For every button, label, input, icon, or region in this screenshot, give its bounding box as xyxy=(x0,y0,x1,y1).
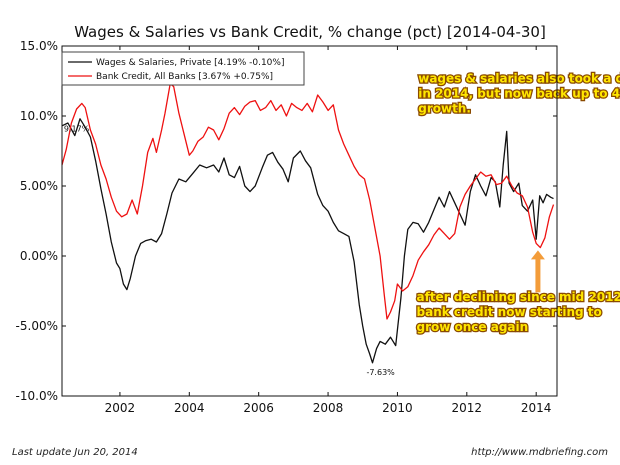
series-line-bank-credit xyxy=(61,83,555,320)
legend-label-wages: Wages & Salaries, Private [4.19% -0.10%] xyxy=(96,58,284,68)
point-label: -7.63% xyxy=(366,368,395,377)
annotation-text: grow once again xyxy=(417,320,529,334)
footer-url[interactable]: http://www.mdbriefing.com xyxy=(471,447,608,458)
annotation-text: wages & salaries also took a dip xyxy=(418,71,620,85)
point-label: 9.17% xyxy=(64,125,90,134)
x-tick-label: 2014 xyxy=(521,401,552,415)
y-tick-label: 5.00% xyxy=(20,179,58,193)
y-tick-label: 0.00% xyxy=(20,249,58,263)
x-tick-label: 2006 xyxy=(243,401,274,415)
x-tick-label: 2010 xyxy=(382,401,413,415)
x-tick-label: 2012 xyxy=(452,401,483,415)
annotation-text: growth. xyxy=(418,101,471,115)
x-tick-label: 2002 xyxy=(105,401,136,415)
y-tick-label: -5.00% xyxy=(16,319,58,333)
y-tick-label: -10.0% xyxy=(16,389,58,403)
plot-content: 9.17% -7.63% wages & salaries also took a … xyxy=(61,70,620,377)
chart-title: Wages & Salaries vs Bank Credit, % chang… xyxy=(74,23,546,41)
axes: -10.0% -5.00% 0.00% 5.00% 10.0% 15.0% 2002 2004… xyxy=(16,39,558,415)
series-line-wages xyxy=(61,118,554,364)
footer-last-update: Last update Jun 20, 2014 xyxy=(12,447,138,458)
x-tick-label: 2004 xyxy=(174,401,205,415)
legend-label-bank-credit: Bank Credit, All Banks [3.67% +0.75%] xyxy=(96,72,273,82)
annotation-text: after declining since mid 2012, xyxy=(417,290,620,304)
legend: Wages & Salaries, Private [4.19% -0.10%]… xyxy=(61,51,305,86)
plot-frame xyxy=(61,45,558,397)
annotation-text: bank credit now starting to xyxy=(417,305,602,319)
y-tick-label: 10.0% xyxy=(20,109,58,123)
annotation-arrow xyxy=(530,250,545,293)
x-tick-label: 2008 xyxy=(313,401,344,415)
legend-box xyxy=(61,51,305,86)
y-tick-label: 15.0% xyxy=(20,39,58,53)
annotation-text: in 2014, but now back up to 4% xyxy=(418,86,620,100)
